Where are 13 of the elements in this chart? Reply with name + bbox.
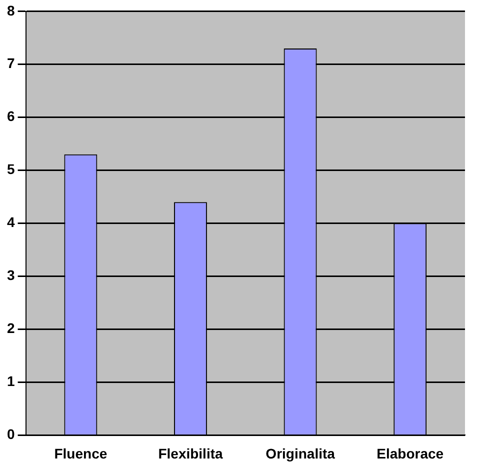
x-tick-label: Flexibilita	[158, 445, 223, 462]
y-tick-label: 1	[6, 373, 15, 390]
y-tick-label: 6	[6, 108, 15, 124]
y-tick-label: 5	[6, 161, 15, 178]
y-tick-label: 7	[6, 55, 15, 72]
x-tick-label: Elaborace	[376, 445, 444, 462]
y-tick-label: 8	[6, 2, 15, 18]
y-tick-label: 2	[6, 320, 15, 336]
x-tick-label: Originalita	[266, 445, 336, 462]
y-tick-label: 4	[6, 214, 15, 230]
y-tick-label: 0	[6, 426, 15, 442]
x-tick-label: Fluence	[54, 445, 108, 462]
y-tick-label: 3	[6, 267, 15, 284]
